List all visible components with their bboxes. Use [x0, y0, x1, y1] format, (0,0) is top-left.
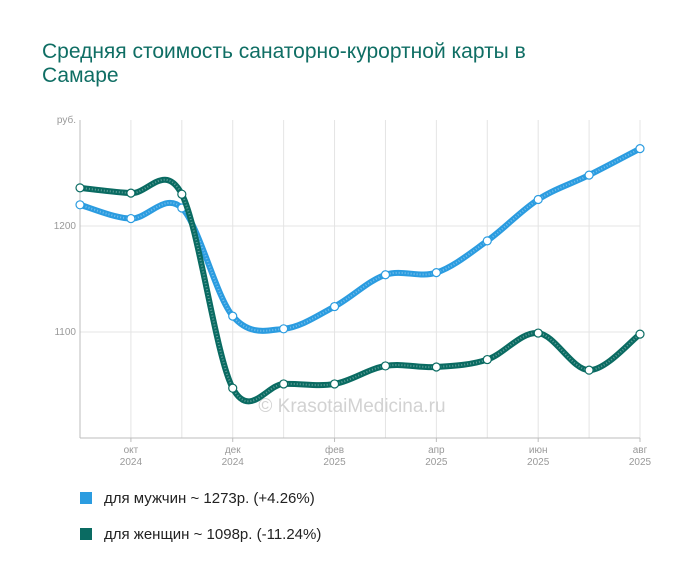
data-point-women — [177, 189, 187, 199]
legend-label-men: для мужчин ~ 1273р. (+4.26%) — [104, 489, 315, 507]
chart-legend: для мужчин ~ 1273р. (+4.26%) для женщин … — [80, 488, 321, 560]
data-point-women — [584, 365, 594, 375]
data-point-women — [533, 328, 543, 338]
legend-swatch-men — [80, 492, 92, 504]
data-point-men — [533, 194, 543, 205]
data-point-men — [584, 170, 594, 180]
series-line-texture-men — [79, 147, 641, 332]
legend-swatch-women — [80, 528, 92, 540]
data-point-women — [126, 188, 136, 198]
x-tick-label-year: 2025 — [527, 457, 550, 468]
x-tick-label-year: 2025 — [425, 457, 448, 468]
x-tick-label-month: окт — [124, 445, 139, 456]
x-tick-label-month: фев — [325, 444, 344, 456]
x-tick-label-year: 2025 — [629, 457, 652, 468]
data-point-women — [329, 379, 340, 389]
x-tick-label-year: 2025 — [323, 457, 346, 468]
y-axis-label: руб. — [57, 114, 76, 126]
line-chart: руб.11001200окт2024дек2024фев2025апр2025… — [54, 114, 652, 468]
data-point-women — [228, 383, 238, 393]
data-point-men — [126, 213, 136, 224]
y-tick-label: 1100 — [54, 327, 76, 338]
legend-item-men[interactable]: для мужчин ~ 1273р. (+4.26%) — [80, 488, 321, 508]
data-point-men — [431, 268, 441, 278]
y-tick-label: 1200 — [54, 221, 77, 232]
data-point-women — [482, 354, 492, 365]
data-point-men — [228, 311, 238, 321]
x-tick-label-month: дек — [225, 445, 241, 456]
x-tick-label-year: 2024 — [120, 457, 143, 468]
legend-label-women: для женщин ~ 1098р. (-11.24%) — [104, 525, 322, 543]
data-point-men — [329, 301, 340, 312]
x-tick-label-year: 2024 — [222, 457, 245, 468]
data-point-men — [482, 236, 492, 246]
data-point-women — [635, 329, 645, 339]
data-point-women — [75, 183, 85, 193]
data-point-men — [279, 324, 289, 334]
chart-title: Средняя стоимость санаторно-курортной ка… — [42, 40, 526, 87]
x-tick-label-month: апр — [428, 445, 445, 456]
data-point-women — [431, 362, 441, 372]
series-line-men — [77, 145, 643, 334]
legend-item-women[interactable]: для женщин ~ 1098р. (-11.24%) — [80, 524, 321, 544]
data-point-women — [380, 361, 391, 371]
data-point-women — [279, 379, 289, 389]
data-point-men — [380, 270, 391, 280]
data-point-men — [75, 200, 85, 210]
data-point-men — [635, 144, 645, 154]
watermark: © KrasotaiMedicina.ru — [258, 396, 445, 417]
x-tick-label-month: авг — [633, 445, 648, 456]
x-tick-label-month: июн — [529, 445, 548, 456]
